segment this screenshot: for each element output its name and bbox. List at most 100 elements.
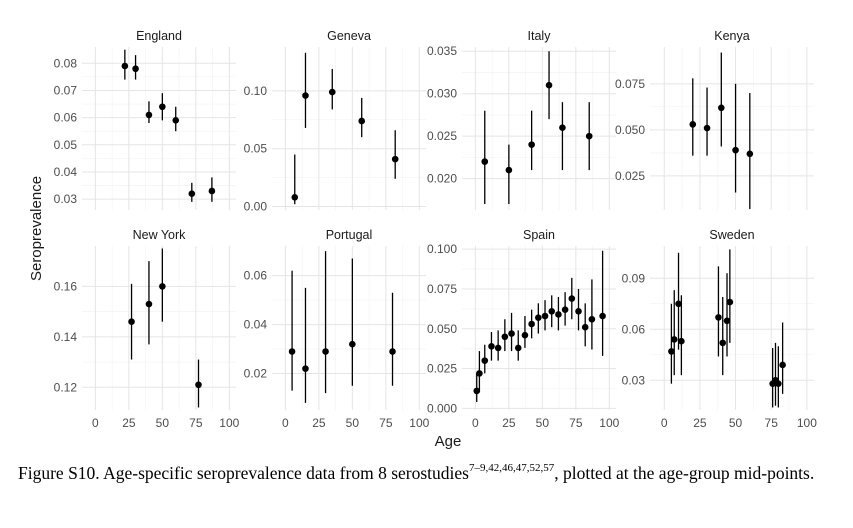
data-point: [678, 337, 685, 345]
x-tick-label: 100: [599, 416, 619, 430]
y-tick-label: 0.100: [427, 242, 457, 256]
data-point: [159, 283, 166, 290]
data-point: [145, 300, 153, 308]
data-point: [555, 311, 562, 318]
data-point: [779, 361, 786, 369]
facet-title: Spain: [523, 228, 555, 242]
y-tick-label: 0.025: [615, 169, 645, 183]
data-point: [358, 117, 366, 125]
x-tick-label: 75: [189, 416, 203, 430]
data-point: [689, 121, 697, 128]
data-point: [746, 150, 754, 158]
data-point: [575, 307, 582, 315]
data-point: [535, 314, 542, 321]
x-tick-label: 25: [502, 416, 516, 430]
x-tick-label: 0: [282, 416, 289, 430]
y-tick-label: 0.06: [54, 111, 78, 125]
y-tick-label: 0.03: [622, 373, 646, 387]
panel-background: [650, 246, 814, 410]
data-point: [195, 381, 202, 389]
data-point: [349, 340, 356, 348]
data-point: [291, 193, 299, 201]
data-point: [508, 330, 515, 337]
x-tick-label: 50: [346, 416, 360, 430]
data-point: [719, 339, 727, 347]
y-axis-title: Seroprevalence: [28, 176, 45, 281]
y-tick-label: 0.07: [54, 83, 78, 97]
data-point: [670, 336, 678, 343]
data-point: [514, 344, 522, 352]
faceted-scatter-chart: England 0.03 0.04 0.05 0.06 0.07 0.08 Geneva 0.0…: [28, 29, 817, 450]
y-tick-label: 0.02: [244, 367, 268, 381]
figure-caption: Figure S10. Age-specific seroprevalence …: [18, 460, 840, 487]
y-tick-label: 0.08: [54, 56, 78, 70]
x-tick-label: 50: [536, 416, 550, 430]
y-tick-label: 0.04: [54, 165, 78, 179]
x-axis-title: Age: [435, 433, 462, 450]
x-tick-label: 50: [156, 416, 170, 430]
data-point: [545, 81, 553, 89]
data-point: [302, 365, 309, 372]
caption-text-end: , plotted at the age-group mid-points.: [554, 463, 815, 483]
y-tick-label: 0.020: [427, 172, 457, 186]
facet-title: Portugal: [326, 228, 373, 242]
data-point: [732, 146, 739, 154]
panel-background: [462, 246, 616, 410]
data-point: [568, 295, 576, 302]
data-point: [172, 117, 180, 124]
data-point: [302, 92, 309, 99]
y-tick-label: 0.16: [54, 279, 78, 293]
y-tick-label: 0.050: [615, 123, 645, 137]
data-point: [121, 62, 129, 70]
data-point: [675, 300, 682, 308]
x-tick-label: 100: [219, 416, 239, 430]
data-point: [505, 166, 513, 174]
y-tick-label: 0.06: [622, 322, 646, 336]
x-tick-label: 25: [693, 416, 707, 430]
data-point: [548, 307, 556, 315]
y-tick-label: 0.14: [54, 330, 78, 344]
panel-background: [650, 47, 814, 210]
x-tick-label: 25: [122, 416, 136, 430]
data-point: [726, 298, 734, 306]
data-point: [561, 306, 569, 313]
y-tick-label: 0.035: [427, 44, 457, 58]
y-tick-label: 0.05: [244, 142, 268, 156]
x-tick-label: 100: [409, 416, 429, 430]
y-tick-label: 0.075: [427, 282, 457, 296]
x-tick-label: 75: [569, 416, 583, 430]
panel-background: [82, 246, 236, 410]
data-point: [488, 343, 495, 350]
data-point: [494, 344, 502, 352]
facet-title: Kenya: [714, 29, 749, 43]
data-point: [208, 187, 216, 195]
panel-background: [462, 47, 616, 210]
data-point: [715, 314, 722, 321]
y-tick-label: 0.030: [427, 87, 457, 101]
x-tick-label: 100: [797, 416, 817, 430]
panel-background: [272, 246, 426, 410]
y-tick-label: 0.025: [427, 129, 457, 143]
y-tick-label: 0.03: [54, 192, 78, 206]
data-point: [599, 312, 606, 320]
y-tick-label: 0.12: [54, 380, 78, 394]
caption-references: 7–9,42,46,47,52,57: [468, 462, 555, 475]
facet-title: Sweden: [709, 228, 754, 242]
y-tick-label: 0.000: [427, 401, 457, 415]
x-tick-label: 75: [379, 416, 393, 430]
data-point: [703, 124, 711, 132]
data-point: [521, 331, 529, 339]
data-point: [322, 348, 329, 355]
x-tick-label: 25: [312, 416, 326, 430]
y-tick-label: 0.05: [54, 138, 78, 152]
data-point: [588, 315, 596, 323]
facet-title: New York: [133, 228, 187, 242]
x-tick-label: 0: [92, 416, 99, 430]
data-point: [559, 124, 566, 131]
data-point: [585, 132, 593, 140]
panel-background: [272, 47, 426, 210]
facet-title: Geneva: [327, 29, 371, 43]
panel-background: [82, 47, 236, 210]
x-tick-label: 0: [472, 416, 479, 430]
data-point: [128, 318, 135, 325]
